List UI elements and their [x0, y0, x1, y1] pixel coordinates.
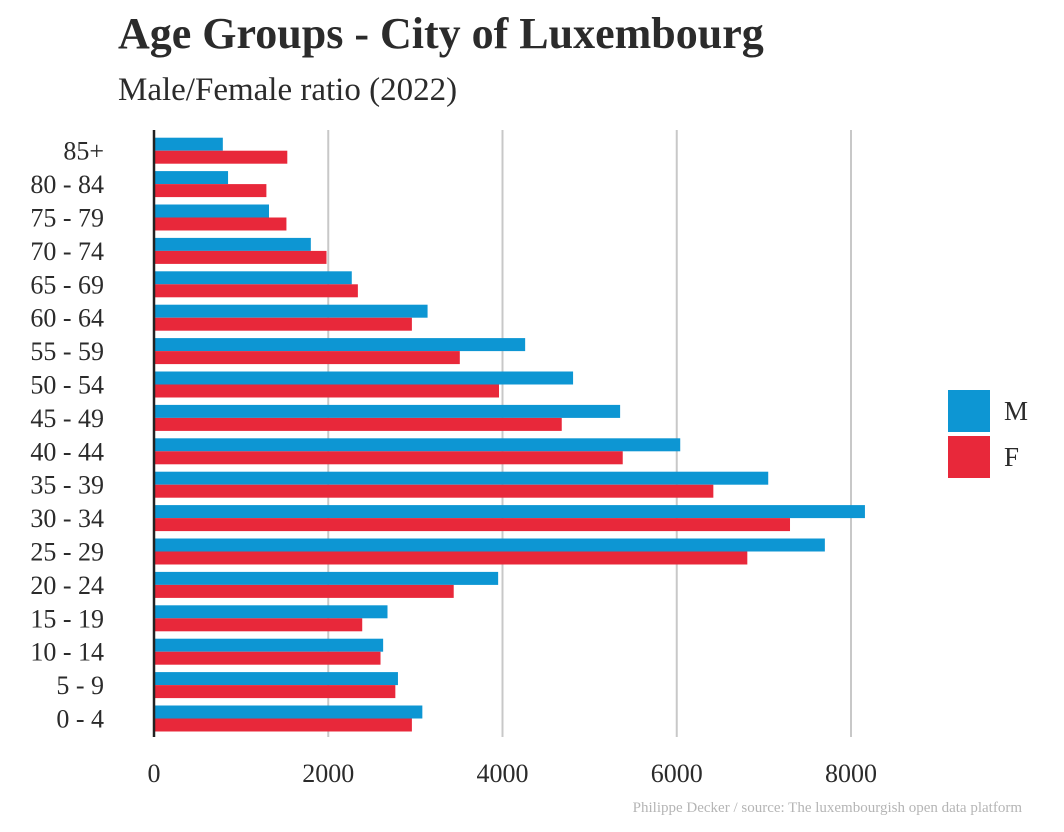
bar-m — [154, 438, 681, 452]
x-tick-label: 2000 — [302, 759, 354, 788]
chart-title: Age Groups - City of Luxembourg — [118, 9, 764, 58]
legend-swatch-m — [948, 390, 990, 432]
chart-subtitle: Male/Female ratio (2022) — [118, 72, 458, 108]
bar-m — [154, 471, 769, 485]
y-tick-label: 10 - 14 — [30, 638, 104, 667]
legend-label-m: M — [1004, 395, 1029, 426]
x-tick-label: 0 — [148, 759, 161, 788]
y-tick-label: 50 - 54 — [30, 371, 104, 400]
x-tick-label: 8000 — [825, 759, 877, 788]
bar-m — [154, 137, 223, 151]
bar-f — [154, 250, 327, 264]
bar-f — [154, 150, 288, 164]
bar-f — [154, 184, 267, 198]
y-tick-label: 80 - 84 — [30, 170, 104, 199]
bar-m — [154, 538, 825, 552]
bar-m — [154, 204, 270, 218]
bar-f — [154, 417, 562, 431]
bar-m — [154, 237, 311, 251]
y-tick-label: 15 - 19 — [30, 604, 104, 633]
bar-m — [154, 271, 352, 285]
bar-f — [154, 651, 381, 665]
bar-m — [154, 371, 574, 385]
bar-f — [154, 584, 454, 598]
y-tick-label: 40 - 44 — [30, 437, 104, 466]
bar-f — [154, 551, 748, 565]
y-tick-label: 65 - 69 — [30, 270, 104, 299]
bar-f — [154, 484, 714, 498]
bar-m — [154, 171, 229, 185]
legend-swatch-f — [948, 436, 990, 478]
legend-item-m: M — [948, 390, 1028, 432]
bar-m — [154, 505, 865, 519]
y-tick-label: 45 - 49 — [30, 404, 104, 433]
y-tick-label: 20 - 24 — [30, 571, 104, 600]
bar-m — [154, 672, 398, 686]
y-tick-label: 75 - 79 — [30, 204, 104, 233]
y-tick-label: 0 - 4 — [56, 705, 104, 734]
y-tick-label: 30 - 34 — [30, 504, 104, 533]
bar-m — [154, 638, 384, 652]
legend-label-f: F — [1004, 441, 1020, 472]
bar-f — [154, 451, 623, 465]
y-tick-label: 60 - 64 — [30, 304, 104, 333]
x-tick-label: 4000 — [477, 759, 529, 788]
bar-m — [154, 304, 428, 318]
legend-item-f: F — [948, 436, 1019, 478]
y-tick-label: 55 - 59 — [30, 337, 104, 366]
bar-m — [154, 571, 499, 585]
bar-f — [154, 685, 396, 699]
y-tick-label: 85+ — [63, 137, 104, 166]
chart-caption: Philippe Decker / source: The luxembourg… — [632, 800, 1022, 816]
bar-f — [154, 317, 412, 331]
bar-f — [154, 284, 358, 298]
bar-m — [154, 404, 621, 418]
bar-f — [154, 217, 287, 231]
bar-f — [154, 618, 363, 632]
y-tick-label: 25 - 29 — [30, 538, 104, 567]
bar-f — [154, 351, 460, 365]
bar-f — [154, 518, 791, 532]
bar-f — [154, 718, 412, 732]
bar-m — [154, 705, 423, 719]
y-tick-label: 5 - 9 — [56, 671, 104, 700]
y-tick-label: 70 - 74 — [30, 237, 104, 266]
bar-m — [154, 338, 526, 352]
y-tick-label: 35 - 39 — [30, 471, 104, 500]
bar-f — [154, 384, 500, 398]
bar-m — [154, 605, 388, 619]
x-tick-label: 6000 — [651, 759, 703, 788]
